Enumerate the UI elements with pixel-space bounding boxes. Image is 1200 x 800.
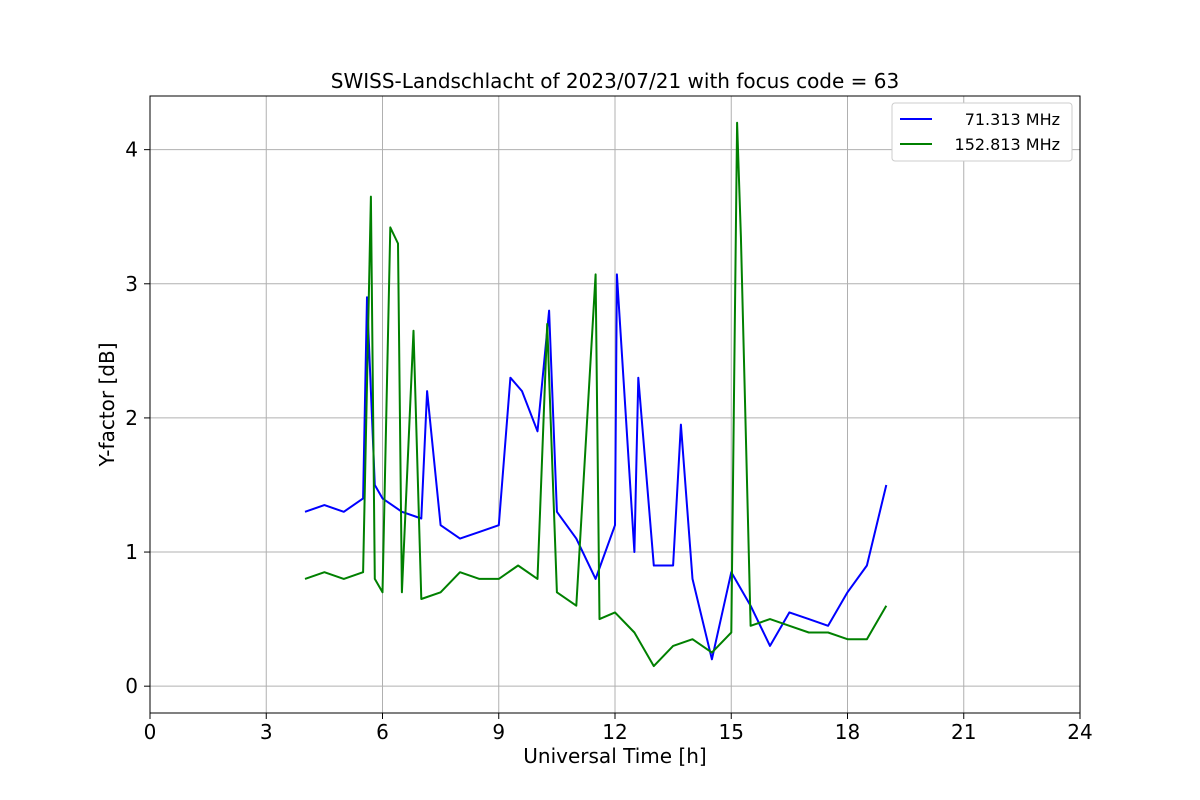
y-axis-label: Y-factor [dB] [95,342,119,467]
y-tick-label: 0 [125,674,138,698]
y-tick-label: 3 [125,272,138,296]
x-tick-label: 0 [144,720,157,744]
series-line-0 [304,273,888,661]
series-line-1 [304,121,888,668]
legend: 71.313 MHz 152.813 MHz [891,102,1073,162]
x-tick-label: 18 [835,720,860,744]
legend-label: 152.813 MHz [955,135,1060,154]
y-tick-label: 4 [125,138,138,162]
y-tick-label: 1 [125,540,138,564]
y-tick-label: 2 [125,406,138,430]
x-tick-label: 9 [492,720,505,744]
chart-title: SWISS-Landschlacht of 2023/07/21 with fo… [331,69,899,93]
x-tick-label: 6 [376,720,389,744]
x-tick-label: 3 [260,720,273,744]
legend-box [891,102,1073,162]
series-layer [304,121,888,668]
x-tick-label: 15 [719,720,744,744]
x-tick-label: 12 [602,720,627,744]
x-tick-label: 21 [951,720,976,744]
x-axis-label: Universal Time [h] [523,744,706,768]
legend-label: 71.313 MHz [965,110,1060,129]
x-tick-label: 24 [1067,720,1092,744]
